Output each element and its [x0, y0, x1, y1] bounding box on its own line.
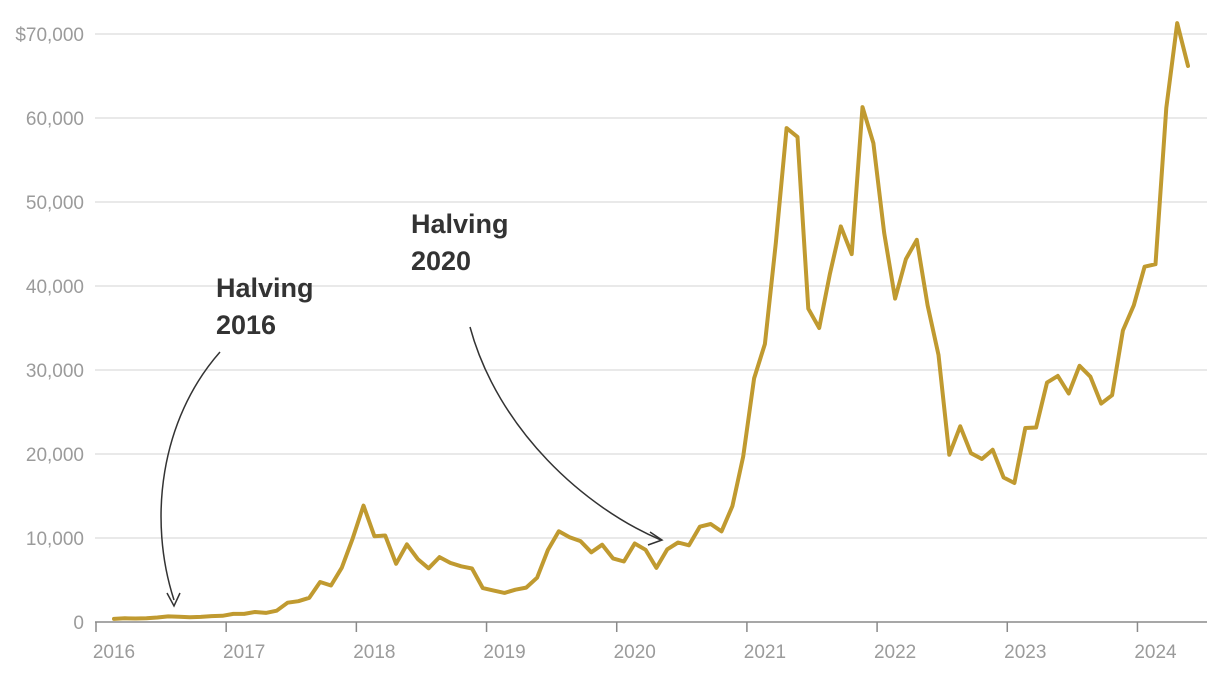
- y-tick-label: 50,000: [26, 193, 84, 214]
- y-tick-label: 20,000: [26, 445, 84, 466]
- price-series-line: [112, 21, 1190, 621]
- halving-2016-label-line1: Halving: [216, 273, 314, 303]
- price-series-points: [113, 23, 1189, 620]
- x-tick-label: 2024: [1134, 642, 1177, 663]
- x-tick-label: 2017: [223, 642, 265, 663]
- halving-2020-arrow: [469, 326, 662, 541]
- y-tick-label: 40,000: [26, 277, 84, 298]
- annotations: Halving 2016 Halving 2020: [160, 209, 664, 608]
- x-axis-tick-labels: 2016 2017 2018 2019 2020 2021 2022 2023 2024: [93, 622, 1177, 663]
- x-tick-label: 2019: [483, 642, 525, 663]
- x-tick-label: 2023: [1004, 642, 1046, 663]
- y-tick-label: 0: [73, 613, 84, 634]
- halving-2016-arrow: [160, 351, 221, 601]
- y-tick-label: 10,000: [26, 529, 84, 550]
- y-tick-label: $70,000: [15, 25, 84, 46]
- y-tick-label: 60,000: [26, 109, 84, 130]
- x-tick-label: 2016: [93, 642, 135, 663]
- halving-2020-label-line1: Halving: [411, 209, 509, 239]
- x-tick-label: 2018: [353, 642, 395, 663]
- gridlines: [95, 33, 1207, 539]
- x-tick-label: 2021: [744, 642, 786, 663]
- halving-2020-label-line2: 2020: [411, 246, 471, 276]
- y-tick-label: 30,000: [26, 361, 84, 382]
- halving-2020-arrowhead: [647, 531, 664, 546]
- halving-2016-label-line2: 2016: [216, 310, 276, 340]
- halving-2016-arrowhead: [166, 592, 181, 608]
- y-axis-tick-labels: 0 10,000 20,000 30,000 40,000 50,000 60,000 $70…: [15, 25, 84, 634]
- x-tick-label: 2022: [874, 642, 916, 663]
- x-tick-label: 2020: [614, 642, 656, 663]
- series-layer: [112, 21, 1190, 621]
